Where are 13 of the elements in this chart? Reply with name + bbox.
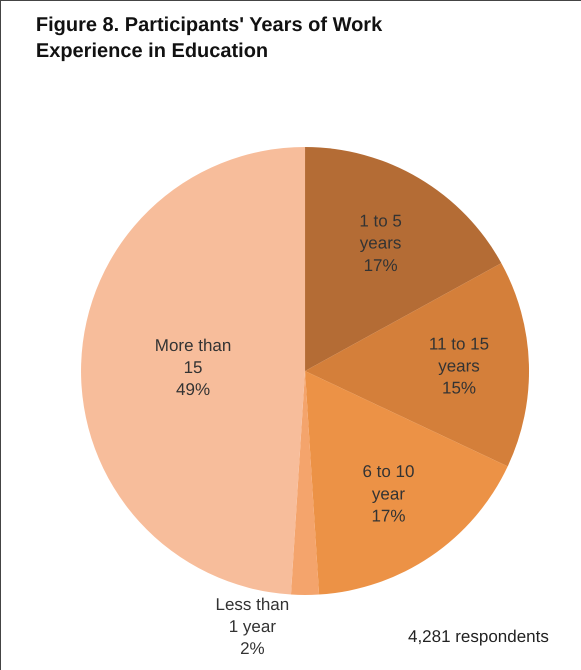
data-label: 17% <box>371 506 406 526</box>
chart-title: Figure 8. Participants' Years of Work Experience in Education <box>36 14 384 62</box>
data-label: 2% <box>240 639 265 658</box>
slice-label: 6 to 10 year <box>362 462 414 504</box>
slice-label: 11 to 15 years <box>428 334 490 376</box>
slice-label: More than 15 <box>154 336 232 377</box>
slice-label: 1 to 5 years <box>359 212 402 253</box>
data-label: 15% <box>442 378 476 398</box>
slice-label: Less than 1 year <box>215 595 290 636</box>
data-label: 49% <box>176 380 210 400</box>
pie-slice <box>81 147 306 595</box>
data-label: 17% <box>364 256 398 275</box>
text: 4,281 respondents <box>408 627 549 646</box>
